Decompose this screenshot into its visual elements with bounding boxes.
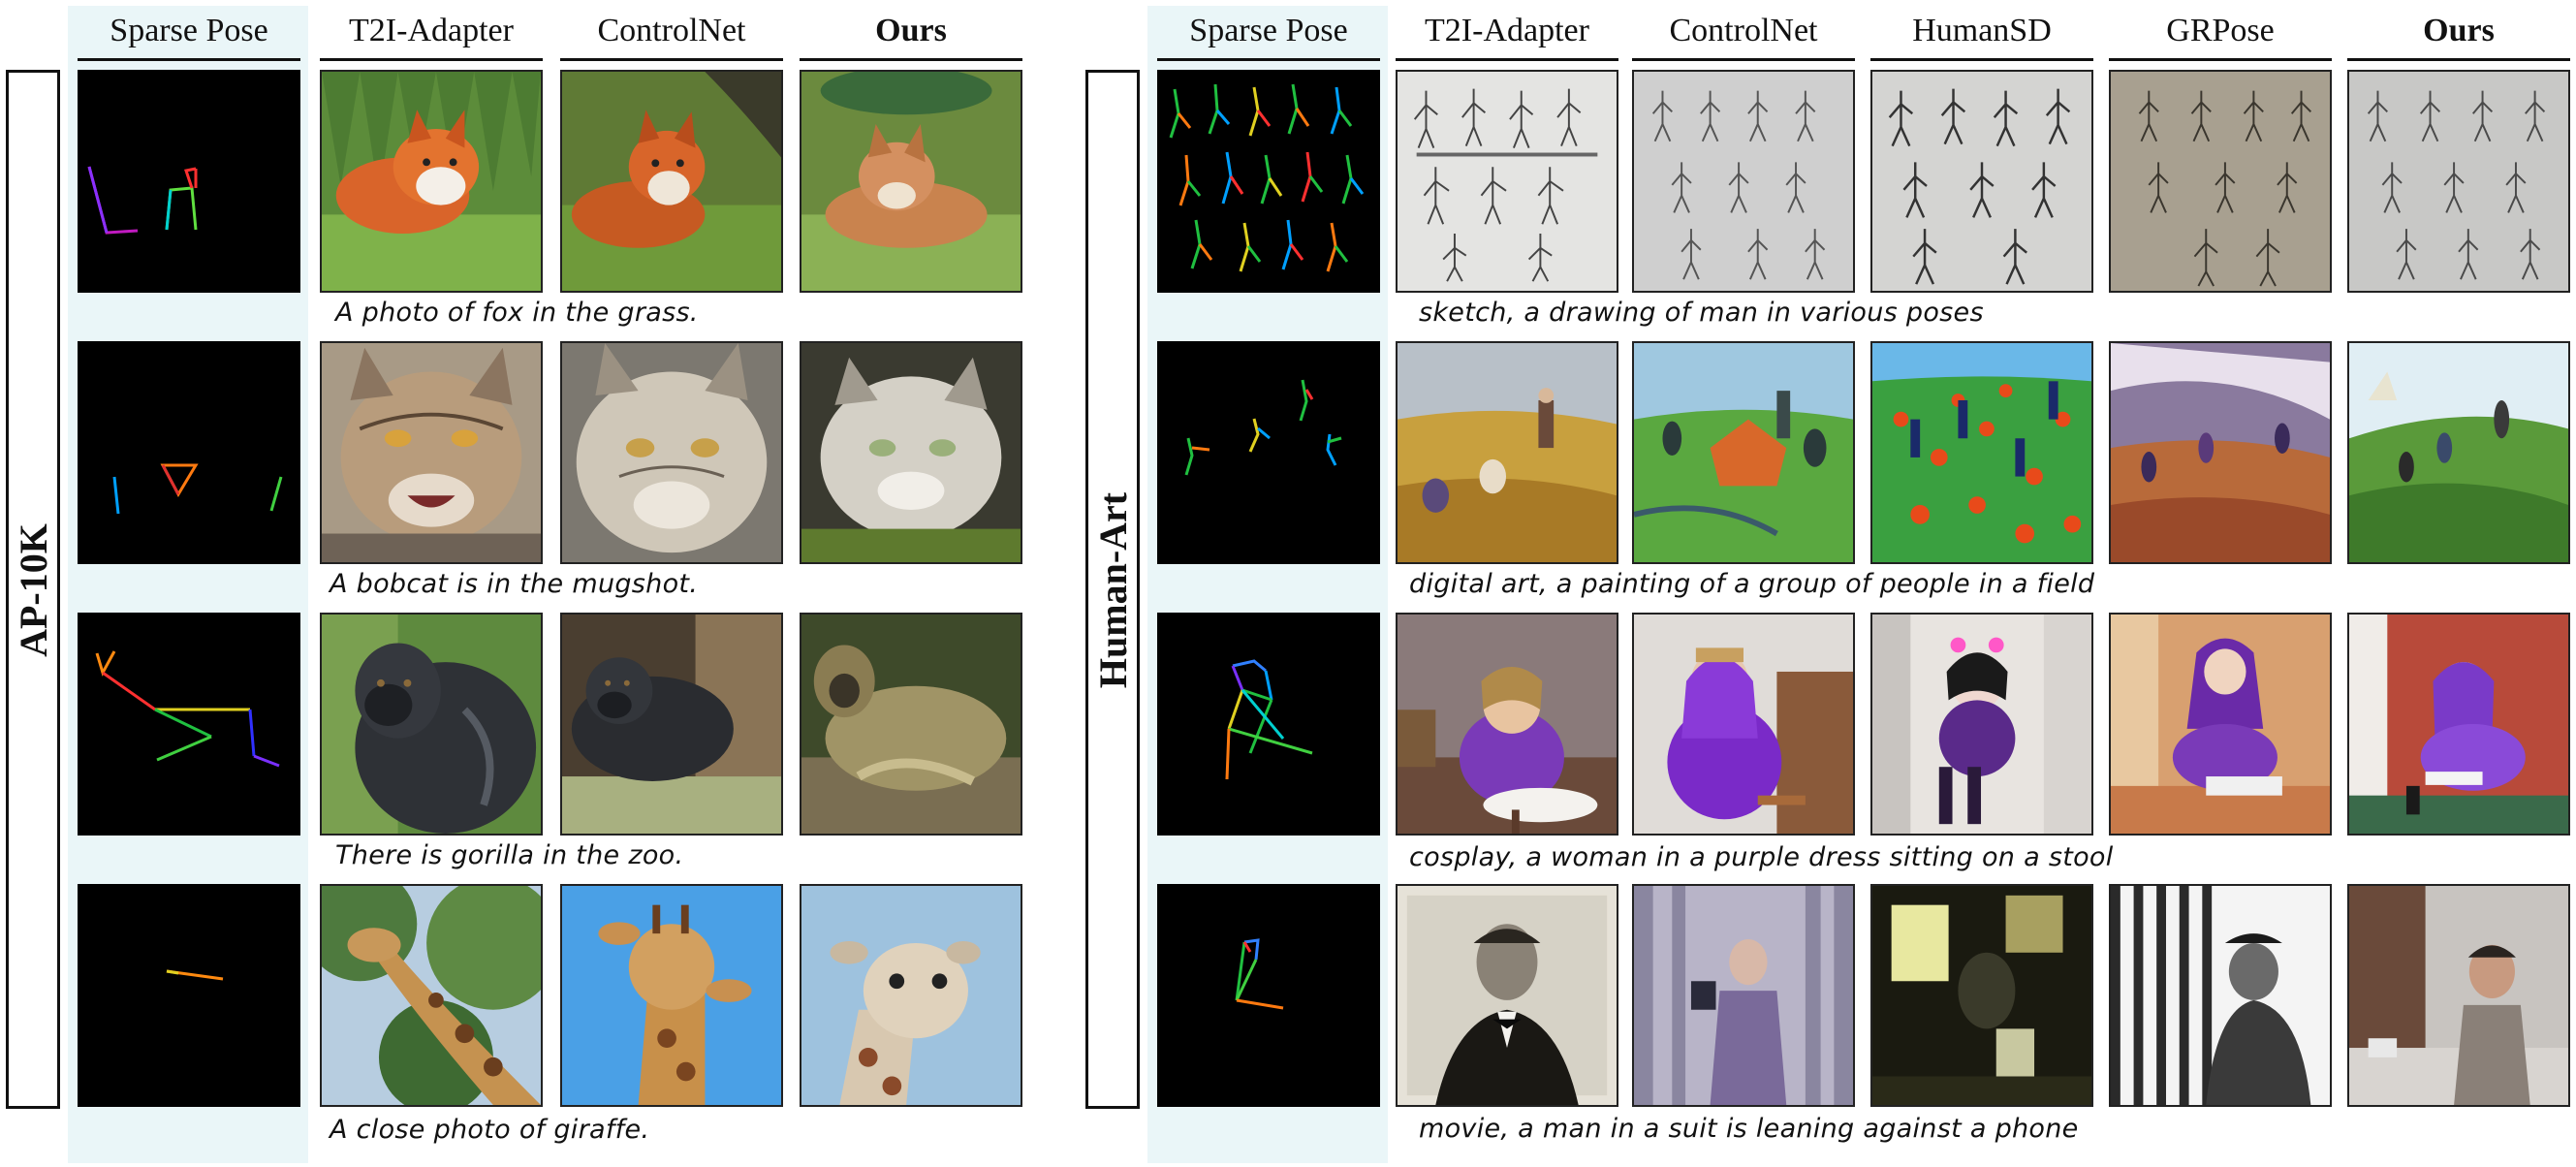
image-sketch-ours — [2347, 70, 2570, 293]
caption-fox: A photo of fox in the grass. — [335, 298, 699, 328]
caption-gorilla: There is gorilla in the zoo. — [335, 840, 684, 870]
image-giraffe-controlnet — [560, 884, 783, 1107]
left-header-rule — [78, 58, 300, 61]
image-sketch-t2i-adapter — [1396, 70, 1618, 293]
right-header-rule — [1396, 58, 1618, 61]
left-header-t2i-adapter: T2I-Adapter — [349, 13, 514, 48]
caption-suit: movie, a man in a suit is leaning agains… — [1419, 1114, 2079, 1144]
left-header-ours: Ours — [875, 13, 947, 48]
right-header-rule — [2109, 58, 2332, 61]
image-fox-ours — [800, 70, 1022, 293]
image-gorilla-ours — [800, 613, 1022, 836]
image-giraffe-t2i-adapter — [320, 884, 543, 1107]
left-header-rule — [320, 58, 543, 61]
pose-map-cosplay — [1157, 613, 1380, 836]
image-sketch-controlnet — [1632, 70, 1855, 293]
image-bobcat-t2i-adapter — [320, 341, 543, 564]
caption-field: digital art, a painting of a group of pe… — [1409, 569, 2095, 599]
pose-map-giraffe — [78, 884, 300, 1107]
caption-sketch: sketch, a drawing of man in various pose… — [1419, 298, 1984, 328]
left-side-label-box — [6, 70, 60, 1109]
image-bobcat-controlnet — [560, 341, 783, 564]
pose-map-gorilla — [78, 613, 300, 836]
left-header-rule — [800, 58, 1022, 61]
pose-map-sketch — [1157, 70, 1380, 293]
right-header-controlnet: ControlNet — [1669, 13, 1818, 48]
image-fox-t2i-adapter — [320, 70, 543, 293]
right-header-rule — [1632, 58, 1855, 61]
right-header-rule — [1157, 58, 1380, 61]
left-side-label: AP-10K — [12, 523, 55, 657]
right-side-label: Human-Art — [1091, 491, 1135, 689]
caption-cosplay: cosplay, a woman in a purple dress sitti… — [1409, 842, 2114, 872]
image-suit-grpose — [2109, 884, 2332, 1107]
caption-giraffe: A close photo of giraffe. — [330, 1115, 650, 1145]
image-field-controlnet — [1632, 341, 1855, 564]
image-sketch-grpose — [2109, 70, 2332, 293]
left-header-controlnet: ControlNet — [597, 13, 746, 48]
image-field-t2i-adapter — [1396, 341, 1618, 564]
image-field-ours — [2347, 341, 2570, 564]
image-suit-controlnet — [1632, 884, 1855, 1107]
image-bobcat-ours — [800, 341, 1022, 564]
image-cosplay-controlnet — [1632, 613, 1855, 836]
left-header-sparse-pose: Sparse Pose — [110, 13, 268, 48]
image-sketch-humansd — [1870, 70, 2093, 293]
image-suit-t2i-adapter — [1396, 884, 1618, 1107]
image-gorilla-t2i-adapter — [320, 613, 543, 836]
left-header-rule — [560, 58, 783, 61]
image-cosplay-t2i-adapter — [1396, 613, 1618, 836]
right-header-humansd: HumanSD — [1912, 13, 2052, 48]
image-suit-humansd — [1870, 884, 2093, 1107]
pose-map-fox — [78, 70, 300, 293]
image-giraffe-ours — [800, 884, 1022, 1107]
image-field-humansd — [1870, 341, 2093, 564]
image-field-grpose — [2109, 341, 2332, 564]
caption-bobcat: A bobcat is in the mugshot. — [330, 569, 699, 599]
image-cosplay-grpose — [2109, 613, 2332, 836]
right-header-rule — [1870, 58, 2093, 61]
right-header-sparse-pose: Sparse Pose — [1189, 13, 1348, 48]
image-gorilla-controlnet — [560, 613, 783, 836]
image-cosplay-ours — [2347, 613, 2570, 836]
right-header-t2i-adapter: T2I-Adapter — [1425, 13, 1589, 48]
image-fox-controlnet — [560, 70, 783, 293]
right-header-grpose: GRPose — [2166, 13, 2275, 48]
pose-map-field — [1157, 341, 1380, 564]
pose-map-suit — [1157, 884, 1380, 1107]
image-suit-ours — [2347, 884, 2570, 1107]
right-header-rule — [2347, 58, 2570, 61]
right-header-ours: Ours — [2423, 13, 2495, 48]
pose-map-bobcat — [78, 341, 300, 564]
image-cosplay-humansd — [1870, 613, 2093, 836]
right-side-label-box — [1085, 70, 1140, 1109]
